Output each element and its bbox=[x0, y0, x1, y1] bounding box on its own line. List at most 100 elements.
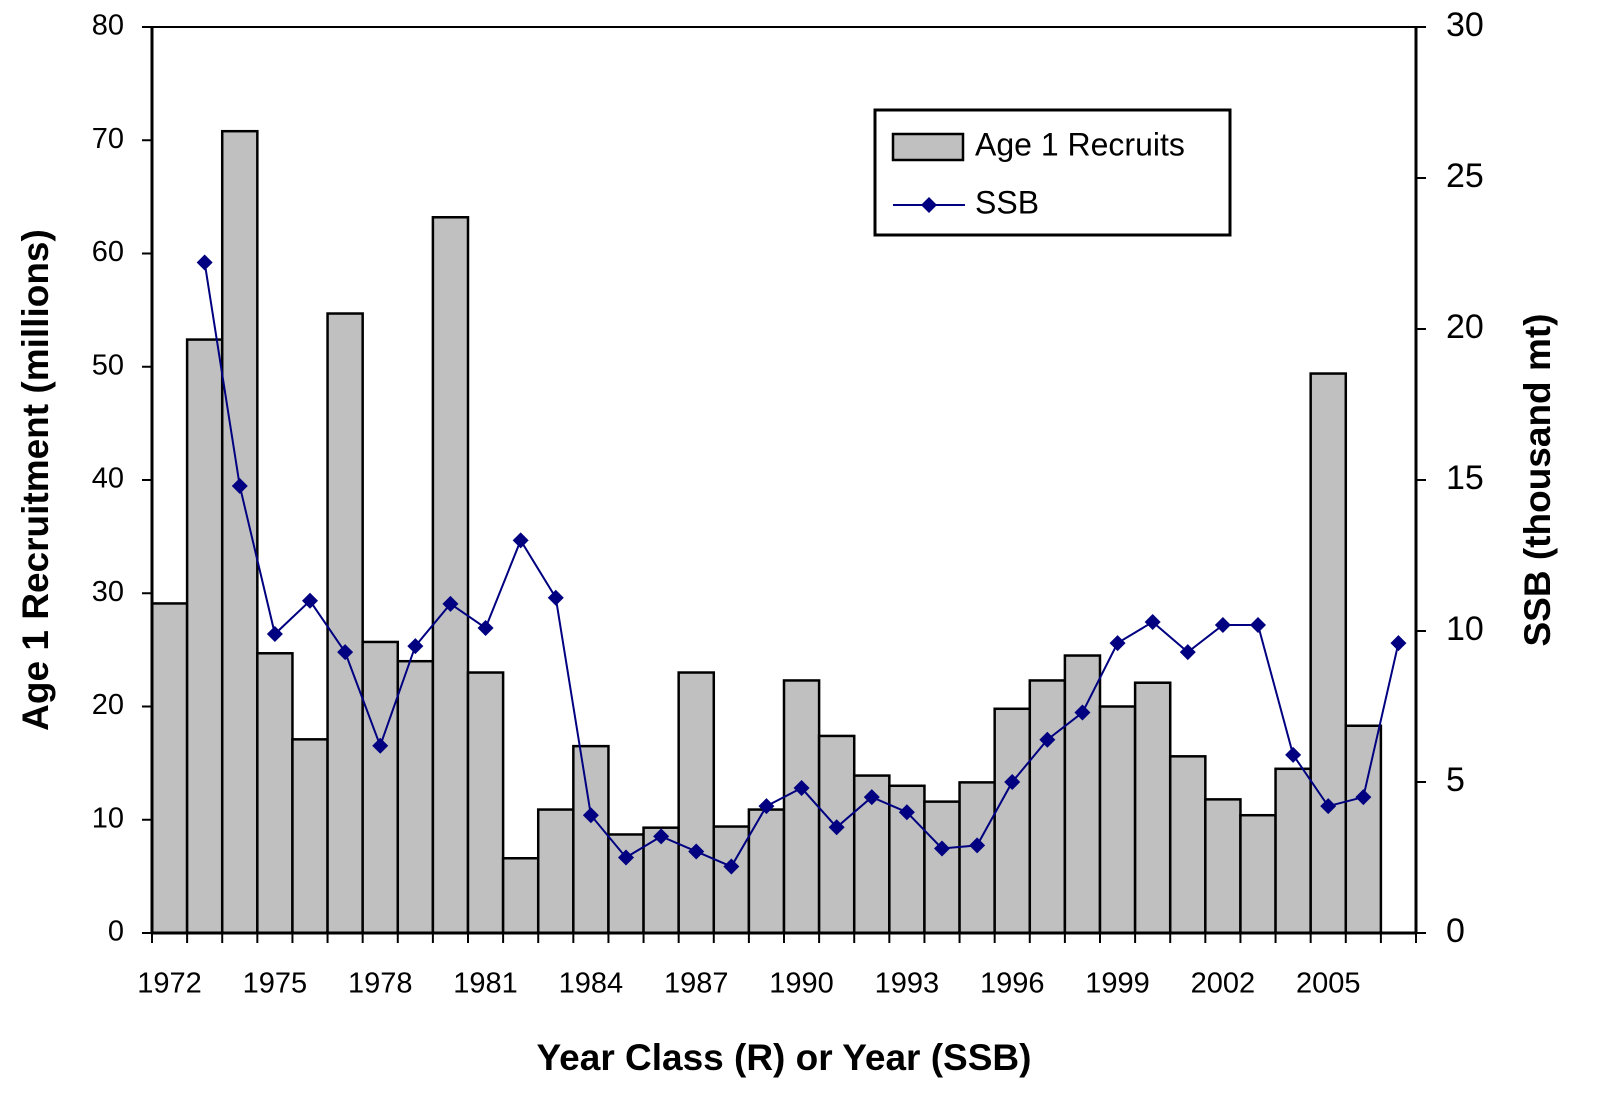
bar bbox=[361, 640, 400, 935]
bar bbox=[1028, 679, 1067, 935]
line-marker bbox=[653, 828, 670, 845]
y2-tick-label: 25 bbox=[1446, 157, 1484, 195]
line-marker bbox=[512, 532, 529, 549]
bar bbox=[220, 129, 259, 935]
bar bbox=[1168, 755, 1207, 935]
x-tick-label: 1993 bbox=[875, 968, 940, 1000]
line-marker bbox=[758, 798, 775, 815]
bar bbox=[1274, 767, 1312, 935]
y-tick-label: 40 bbox=[92, 463, 124, 495]
y-tick-label: 10 bbox=[92, 802, 124, 834]
line-marker bbox=[582, 807, 599, 824]
line-marker bbox=[1074, 704, 1091, 721]
y2-tick-label: 0 bbox=[1446, 912, 1465, 950]
x-tick-label: 2002 bbox=[1191, 968, 1256, 1000]
line-marker bbox=[1285, 746, 1302, 763]
x-tick-label: 1972 bbox=[137, 968, 202, 1000]
bar bbox=[326, 312, 364, 935]
bar bbox=[1098, 705, 1137, 935]
line-marker bbox=[337, 644, 354, 661]
legend-label: Age 1 Recruits bbox=[975, 126, 1185, 162]
x-tick-label: 1987 bbox=[664, 968, 729, 1000]
bar bbox=[1344, 724, 1383, 935]
legend-label: SSB bbox=[975, 184, 1039, 220]
x-tick-label: 1978 bbox=[348, 968, 413, 1000]
line-marker bbox=[547, 589, 564, 606]
line-marker bbox=[1390, 635, 1407, 652]
line-marker bbox=[196, 254, 213, 271]
legend-marker bbox=[921, 197, 937, 213]
line-marker bbox=[231, 478, 248, 495]
x-tick-label: 1990 bbox=[769, 968, 834, 1000]
legend-swatch bbox=[891, 132, 965, 162]
line-marker bbox=[934, 840, 950, 857]
line-marker bbox=[618, 849, 634, 866]
bar bbox=[993, 707, 1032, 935]
x-tick-label: 1981 bbox=[453, 968, 518, 1000]
legend: Age 1 Recruits SSB bbox=[873, 108, 1232, 237]
y-tick-label: 70 bbox=[92, 123, 124, 155]
line-marker bbox=[302, 592, 318, 609]
bar bbox=[256, 652, 294, 935]
y-tick-label: 50 bbox=[92, 349, 124, 381]
bar bbox=[1204, 798, 1242, 935]
bar bbox=[923, 800, 961, 935]
line-marker bbox=[1320, 798, 1337, 815]
bar bbox=[291, 738, 329, 935]
y2-tick-label: 5 bbox=[1446, 761, 1465, 799]
bar bbox=[536, 808, 575, 935]
y2-axis-label: SSB (thousand mt) bbox=[1517, 314, 1558, 647]
bar bbox=[1309, 372, 1348, 935]
line-marker bbox=[442, 595, 459, 612]
line-marker bbox=[372, 737, 389, 754]
line-marker bbox=[1109, 635, 1126, 652]
x-tick-label: 2005 bbox=[1296, 968, 1361, 1000]
line-marker bbox=[898, 804, 915, 821]
bar bbox=[572, 744, 610, 935]
line-marker bbox=[1144, 613, 1161, 630]
line-marker bbox=[407, 638, 424, 655]
y-tick-label: 60 bbox=[92, 236, 124, 268]
bar bbox=[1133, 681, 1172, 935]
line-marker bbox=[266, 626, 283, 643]
y2-tick-label: 10 bbox=[1446, 610, 1484, 648]
y2-tick-label: 30 bbox=[1446, 6, 1484, 44]
y2-tick-label: 20 bbox=[1446, 308, 1484, 346]
bar bbox=[466, 671, 505, 935]
bar bbox=[150, 602, 189, 935]
bar bbox=[958, 781, 996, 935]
bar bbox=[1063, 654, 1102, 935]
y-tick-label: 80 bbox=[92, 10, 124, 42]
line-marker bbox=[1214, 616, 1231, 633]
bar bbox=[1239, 813, 1277, 935]
line-marker bbox=[793, 780, 810, 797]
bar bbox=[782, 679, 821, 935]
y-tick-label: 30 bbox=[92, 576, 124, 608]
x-tick-label: 1996 bbox=[980, 968, 1045, 1000]
bar bbox=[501, 857, 540, 935]
bar bbox=[677, 671, 716, 935]
x-tick-label: 1999 bbox=[1085, 968, 1150, 1000]
y-axis-label: Age 1 Recruitment (millions) bbox=[15, 229, 56, 731]
bar bbox=[185, 338, 224, 935]
y-tick-label: 20 bbox=[92, 689, 124, 721]
y-tick-label: 0 bbox=[108, 916, 124, 948]
bar bbox=[431, 216, 470, 935]
line-marker bbox=[1004, 774, 1021, 790]
line-marker bbox=[1179, 644, 1196, 661]
bar bbox=[396, 659, 435, 935]
legend-box bbox=[873, 108, 1232, 237]
x-tick-label: 1984 bbox=[559, 968, 624, 1000]
x-axis-label: Year Class (R) or Year (SSB) bbox=[537, 1037, 1032, 1078]
bar bbox=[712, 825, 751, 935]
x-tick-label: 1975 bbox=[243, 968, 308, 1000]
line-marker bbox=[688, 843, 705, 860]
line-marker bbox=[1250, 616, 1266, 633]
y2-tick-label: 15 bbox=[1446, 459, 1484, 497]
line-marker bbox=[863, 789, 880, 806]
line-marker bbox=[723, 858, 740, 875]
line-marker bbox=[1355, 789, 1372, 806]
line-marker bbox=[969, 837, 986, 854]
line-marker bbox=[828, 819, 845, 836]
